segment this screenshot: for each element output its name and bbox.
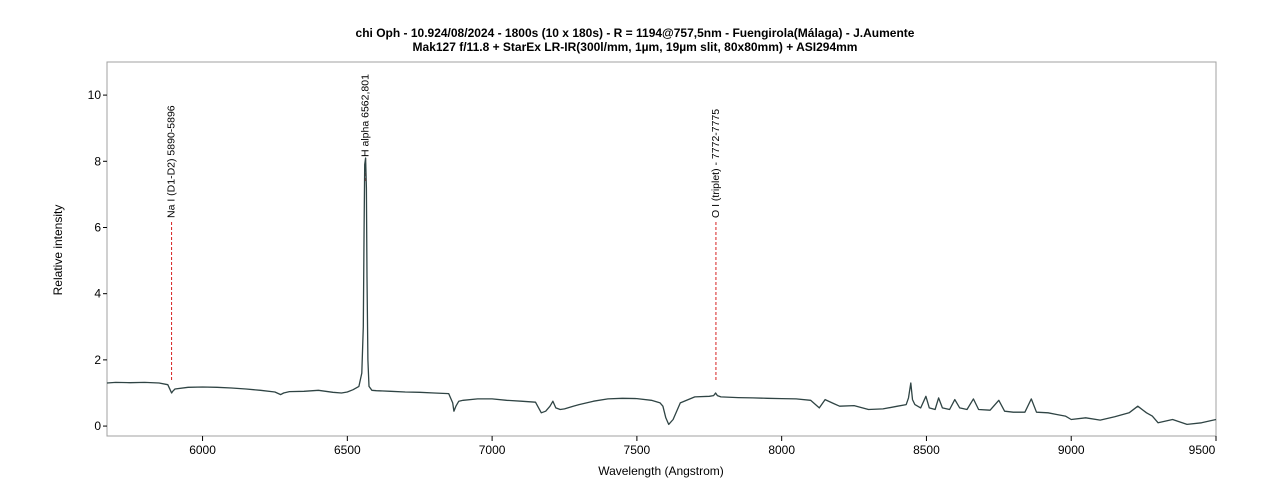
y-axis: 0 2 4 6 8 10	[88, 88, 107, 433]
y-tick-label: 6	[94, 220, 101, 234]
marker-label: H alpha 6562,801	[360, 74, 372, 157]
y-tick-label: 10	[88, 88, 102, 102]
x-tick-label: 6500	[334, 443, 361, 457]
spectrum-series-line	[106, 157, 1217, 426]
x-tick-label: 9000	[1058, 443, 1085, 457]
x-tick-label: 7500	[624, 443, 651, 457]
x-axis-label: Wavelength (Angstrom)	[598, 464, 724, 478]
x-tick-label: 6000	[189, 443, 216, 457]
chart-title: chi Oph - 10.924/08/2024 - 1800s (10 x 1…	[356, 26, 915, 40]
y-tick-label: 8	[94, 154, 101, 168]
x-tick-label: 8500	[913, 443, 940, 457]
chart-subtitle: Mak127 f/11.8 + StarEx LR-IR(300l/mm, 1µ…	[413, 40, 858, 54]
x-axis: 6000 6500 7000 7500 8000 8500 9000 9500	[189, 436, 1217, 457]
x-tick-label: 8000	[768, 443, 795, 457]
y-tick-label: 0	[94, 419, 101, 433]
y-tick-label: 4	[94, 287, 101, 301]
x-tick-label: 7000	[479, 443, 506, 457]
x-tick-label: 9500	[1189, 443, 1216, 457]
y-tick-label: 2	[94, 353, 101, 367]
plot-area-frame	[106, 61, 1217, 437]
marker-label: Na I (D1-D2) 5890-5896	[166, 105, 178, 218]
y-axis-label: Relative intensity	[51, 205, 65, 296]
line-identification-markers: Na I (D1-D2) 5890-5896 H alpha 6562,801 O …	[166, 74, 722, 382]
marker-label: O I (triplet) - 7772-7775	[710, 109, 722, 218]
